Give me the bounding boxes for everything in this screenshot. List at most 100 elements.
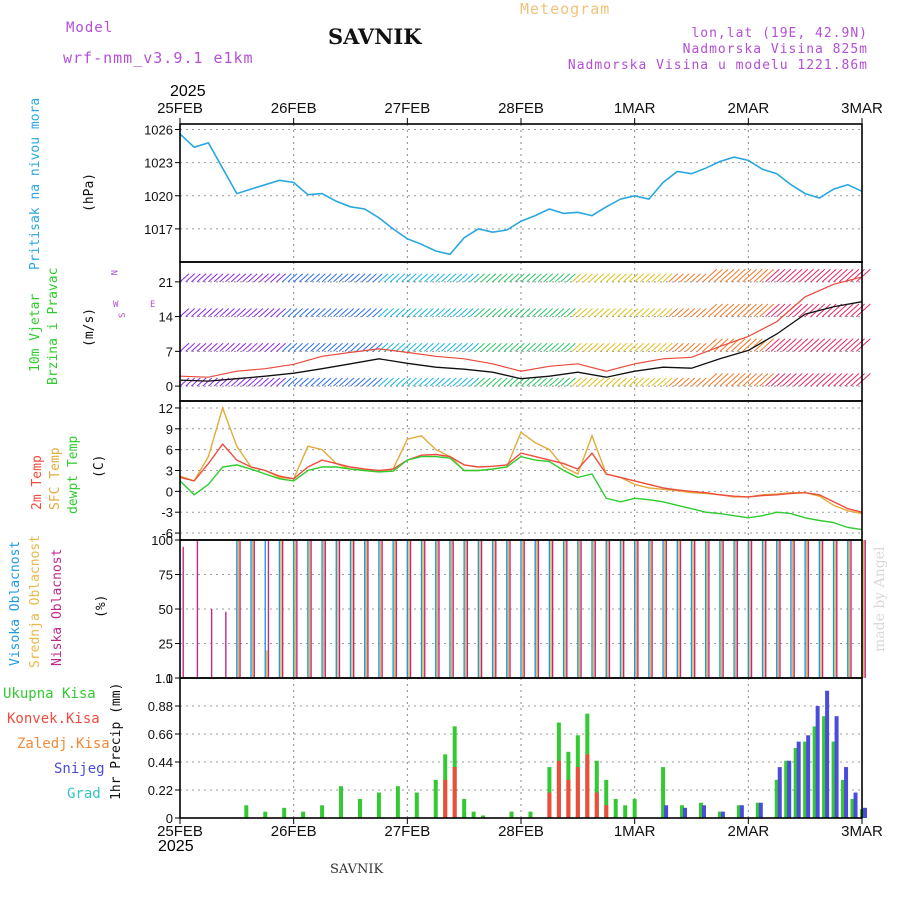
wind-barb xyxy=(537,308,548,317)
wind-barb xyxy=(730,373,746,387)
wind-barb xyxy=(543,273,554,283)
wind-barb xyxy=(600,342,610,352)
wind-barb xyxy=(554,377,565,387)
wind-barb xyxy=(429,342,440,352)
wind-barb xyxy=(730,338,746,352)
precip-tick-label: 0 xyxy=(166,811,173,826)
precip-bar-0 xyxy=(784,760,789,818)
wind-barb xyxy=(685,342,696,352)
wind-barb xyxy=(532,342,542,352)
wind-barb xyxy=(725,373,740,387)
wind-barb xyxy=(838,338,854,352)
precip-bar-2 xyxy=(739,805,744,818)
precip-bar-1 xyxy=(547,792,552,818)
wind-barb xyxy=(651,342,662,352)
wind-barb xyxy=(736,373,752,387)
date-top-label: 2MAR xyxy=(727,100,769,117)
wind-barb xyxy=(816,338,831,352)
wind-barb xyxy=(532,377,542,387)
wind-barb xyxy=(634,273,645,283)
precip-legend-total: Ukupna Kisa xyxy=(3,686,96,702)
wind-barb xyxy=(185,308,196,317)
precip-tick-label: 0.44 xyxy=(148,755,173,770)
compass-w: W xyxy=(113,300,119,310)
wind-barb xyxy=(554,342,565,352)
wind-barb xyxy=(497,308,508,317)
wind-barb xyxy=(736,268,752,283)
wind-barb xyxy=(424,308,434,317)
wind-barb xyxy=(685,377,696,387)
wind-barb xyxy=(247,273,258,283)
precip-legend-conv: Konvek.Kisa xyxy=(7,711,100,727)
wind-barb xyxy=(281,308,292,317)
wind-barb xyxy=(617,342,627,352)
wind-barb xyxy=(605,377,616,387)
wind-barb xyxy=(702,338,718,352)
compass-e: E xyxy=(150,300,156,310)
date-bottom-label: 27FEB xyxy=(384,823,430,840)
wind-barb xyxy=(685,308,696,317)
wind-barb xyxy=(588,308,599,317)
wind-barb xyxy=(202,273,213,283)
precip-bar-1 xyxy=(452,767,457,818)
cloud-tick-label: 50 xyxy=(159,602,173,617)
precip-bar-0 xyxy=(357,798,362,818)
wind-tick-label: 21 xyxy=(159,275,173,290)
footer-station: SAVNIK xyxy=(330,862,384,877)
wind-barb xyxy=(549,342,559,352)
wind-speed-line xyxy=(179,301,863,382)
precip-bar-0 xyxy=(395,786,400,818)
wind-barb xyxy=(543,308,554,317)
precip-tick-label: 0.88 xyxy=(148,699,173,714)
wind-barb xyxy=(350,342,360,352)
precip-bar-0 xyxy=(774,779,779,818)
wind-barb xyxy=(179,377,190,387)
wind-barb xyxy=(844,373,860,387)
wind-barb xyxy=(532,273,542,283)
wind-barb xyxy=(355,377,366,387)
wind-barb xyxy=(691,342,701,352)
precip-bar-0 xyxy=(793,748,798,818)
wind-barb xyxy=(753,268,769,283)
wind-barb xyxy=(429,308,440,317)
wind-barb xyxy=(713,373,729,387)
wind-barb xyxy=(804,268,820,283)
precip-bar-0 xyxy=(244,805,249,818)
wind-barb xyxy=(514,308,525,317)
wind-barb xyxy=(742,268,757,283)
wind-barb xyxy=(264,342,275,352)
wind-barb xyxy=(821,373,837,387)
wind-barb xyxy=(406,273,417,283)
wind-barb xyxy=(736,303,752,317)
wind-barb xyxy=(702,303,718,317)
precip-bar-0 xyxy=(471,811,476,818)
wind-barb xyxy=(617,273,627,283)
wind-barb xyxy=(213,342,224,352)
wind-barb xyxy=(566,273,576,283)
wind-barb xyxy=(617,377,627,387)
wind-barb xyxy=(367,377,377,387)
wind-barb xyxy=(622,308,633,317)
wind-barb xyxy=(503,273,514,283)
wind-barb xyxy=(480,342,491,352)
wind-barb xyxy=(560,308,571,317)
wind-barb xyxy=(446,308,457,317)
wind-barb xyxy=(446,273,457,283)
cloud-tick-label: 100 xyxy=(151,533,173,548)
cloud-tick-label: 0 xyxy=(166,671,173,686)
wind-barb xyxy=(799,373,814,387)
wind-barb xyxy=(759,268,775,283)
wind-barb xyxy=(509,342,519,352)
wind-barb xyxy=(270,273,281,283)
wind-barb xyxy=(406,377,417,387)
date-bottom-label: 3MAR xyxy=(841,823,883,840)
wind-barb xyxy=(321,342,332,352)
wind-tick-label: 14 xyxy=(159,310,173,325)
wind-barb xyxy=(304,273,315,283)
wind-barb xyxy=(242,308,252,317)
wind-barb xyxy=(651,377,662,387)
wind-barb xyxy=(725,268,740,283)
temp-2m-line xyxy=(179,442,863,513)
wind-barb xyxy=(549,377,559,387)
wind-barb xyxy=(202,342,213,352)
